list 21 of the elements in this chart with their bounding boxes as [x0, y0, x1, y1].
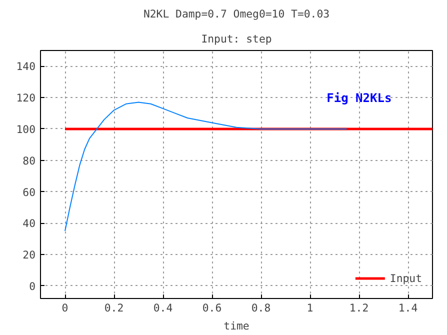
- x-tick-label: 0.6: [202, 302, 222, 314]
- y-tick-label: 40: [22, 217, 36, 230]
- y-tick-label: 100: [16, 122, 36, 136]
- x-tick-label: 0.8: [251, 302, 271, 314]
- annotation: Fig N2KLs: [326, 91, 392, 106]
- y-tick-label: 140: [16, 60, 36, 74]
- y-tick-label: 120: [16, 92, 36, 105]
- chart-title: N2KL Damp=0.7 Omeg0=10 T=0.03: [143, 8, 330, 20]
- y-tick-label: 80: [22, 154, 36, 168]
- x-tick-label: 0.4: [153, 302, 173, 314]
- x-tick-label: 1.4: [398, 302, 418, 314]
- x-axis-title: time: [224, 320, 250, 332]
- x-tick-label: 1.2: [349, 302, 369, 314]
- y-tick-label: 20: [22, 248, 36, 262]
- chart-subtitle: Input: step: [201, 32, 272, 46]
- x-tick-label: 0: [62, 302, 68, 314]
- x-tick-label: 1: [306, 302, 314, 314]
- y-tick-label: 60: [22, 186, 36, 199]
- y-tick-label: 0: [29, 280, 36, 293]
- x-tick-label: 0.2: [104, 302, 124, 314]
- legend-label: Input: [390, 272, 422, 284]
